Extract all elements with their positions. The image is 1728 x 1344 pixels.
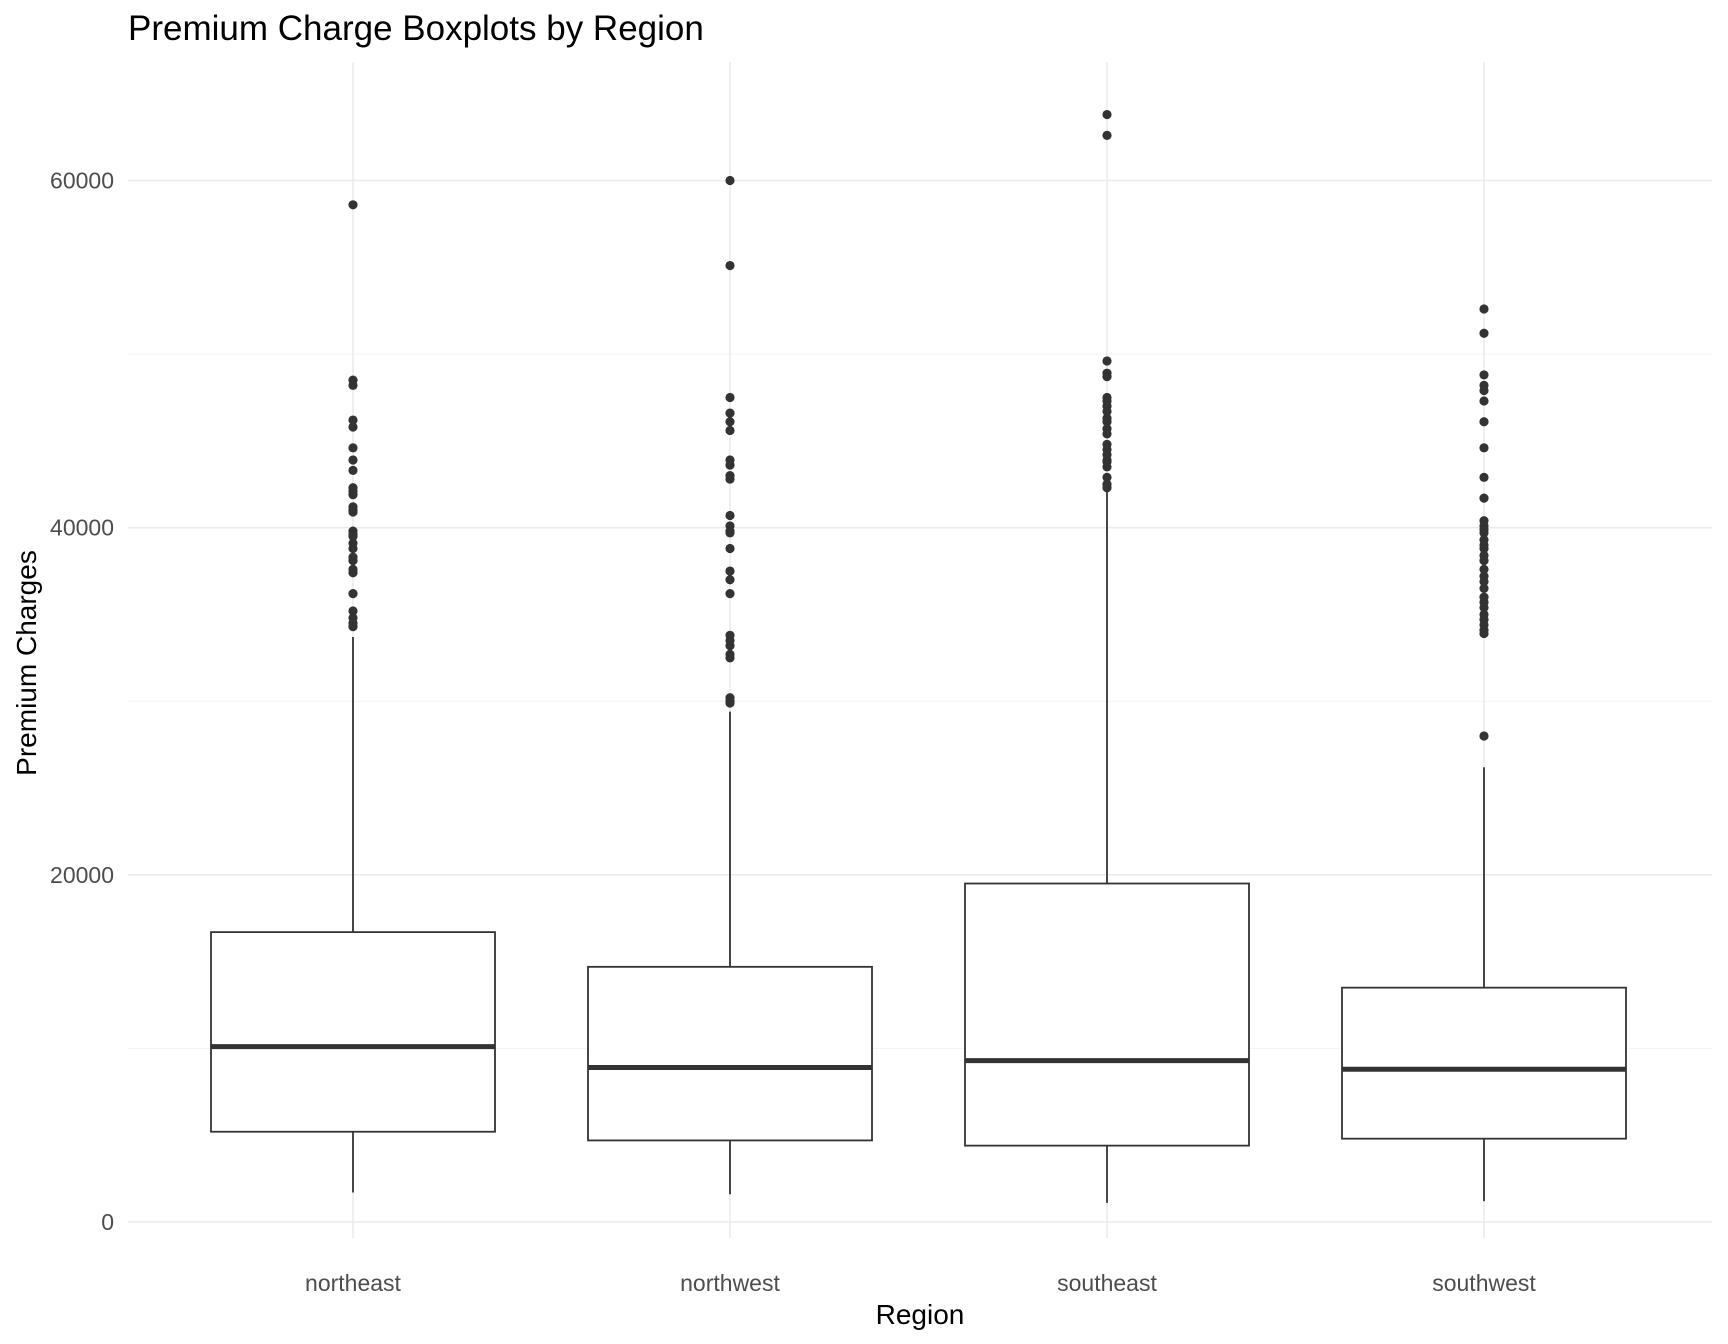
outlier-point [348,568,358,578]
outlier-point [1102,429,1112,439]
outlier-point [348,507,358,517]
outlier-point [725,417,735,427]
outlier-point [348,589,358,599]
y-axis-ticks: 0 20000 40000 60000 [50,168,114,1236]
box-iqr [1341,986,1627,1140]
outlier-point [1102,472,1112,482]
outlier-point [1102,462,1112,472]
outlier-point [1479,556,1489,566]
outlier-point [1479,370,1489,380]
outlier-point [1102,109,1112,120]
outlier-point [725,460,735,470]
box-iqr [587,965,873,1142]
outlier-point [1479,564,1489,574]
outlier-point [348,490,358,500]
x-tick-label: southwest [1432,1270,1536,1296]
outlier-point [725,698,735,708]
outlier-point [1479,583,1489,594]
boxplot-southeast [964,109,1250,1203]
outlier-point [725,510,735,521]
outlier-point [348,443,358,453]
x-tick-label: northeast [305,1270,402,1296]
boxplot-northeast [210,200,496,1193]
outlier-point [1102,483,1112,493]
outlier-point [348,622,358,632]
outlier-point [1479,304,1489,314]
outlier-point [348,455,358,465]
outlier-point [725,392,735,403]
outlier-point [725,575,735,585]
boxplot-southwest [1341,304,1627,1202]
outlier-point [725,641,735,651]
x-axis-ticks: northeast northwest southeast southwest [305,1270,1536,1296]
outlier-point [1479,417,1489,427]
outlier-point [348,415,358,425]
outlier-point [725,408,735,418]
outlier-point [1479,528,1489,538]
outlier-point [1102,130,1112,140]
outlier-point [348,380,358,390]
outlier-point [348,556,358,566]
outlier-point [348,543,358,554]
box-iqr [210,931,496,1133]
outlier-point [1479,543,1489,554]
outlier-point [1479,443,1489,453]
outlier-point [348,422,358,432]
outlier-point [1102,372,1112,382]
outlier-point [1479,396,1489,406]
outlier-point [1479,602,1489,613]
outlier-point [348,531,358,541]
outlier-point [725,260,735,271]
y-tick-label: 60000 [50,168,114,194]
outlier-point [1102,417,1112,427]
y-tick-label: 0 [101,1209,114,1235]
outlier-point [1479,628,1489,639]
outlier-point [1479,493,1489,503]
y-tick-label: 20000 [50,862,114,888]
x-tick-label: northwest [680,1270,780,1296]
outlier-point [725,589,735,599]
outlier-point [1479,472,1489,482]
boxplots [210,109,1627,1203]
boxplot-northwest [587,175,873,1195]
outlier-point [725,543,735,554]
outlier-point [1102,356,1112,366]
outlier-point [725,653,735,663]
outlier-point [725,474,735,484]
outlier-point [348,200,358,210]
outlier-point [1102,406,1112,416]
x-tick-label: southeast [1057,1270,1157,1296]
chart-title: Premium Charge Boxplots by Region [128,9,704,48]
y-tick-label: 40000 [50,515,114,541]
outlier-point [1479,385,1489,396]
outlier-point [725,566,735,576]
outlier-point [1479,328,1489,338]
outlier-point [348,606,358,616]
outlier-point [1479,731,1489,741]
outlier-point [1479,576,1489,587]
box-iqr [964,882,1250,1147]
outlier-point [348,465,358,475]
outlier-point [725,528,735,538]
y-axis-title: Premium Charges [11,550,42,776]
outlier-point [725,175,735,186]
x-axis-title: Region [876,1299,965,1330]
outlier-point [725,425,735,436]
